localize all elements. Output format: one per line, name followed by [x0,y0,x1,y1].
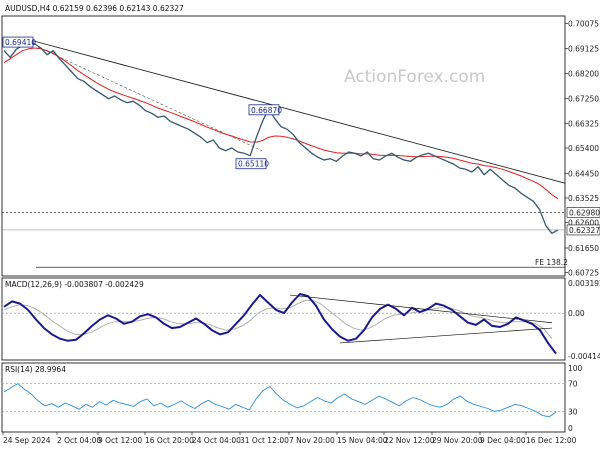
price-tick-label: 0.61650 [568,244,599,253]
price-tick-label: 0.63525 [568,194,599,203]
label-069410-box [2,36,34,48]
macd-lower-trendline [339,327,553,344]
macd-tick-label: 0.00 [568,309,585,318]
x-tick-label: 16 Dec 12:00 [526,436,577,445]
x-tick-label: 2 Oct 04:00 [57,436,101,445]
price-panel [1,15,566,277]
x-tick-label: 16 Oct 20:00 [145,436,194,445]
rsi-tick-label: 70 [568,380,578,389]
axis-label-062980: 0.62980 [569,209,600,218]
x-tick-label: 31 Oct 12:00 [240,436,289,445]
macd-title: MACD(12,26,9) -0.003807 -0.002429 [5,280,144,289]
macd-signal-line [3,299,553,340]
resistance-trendline [29,39,566,184]
rsi-line [3,383,557,418]
label-066870: 0.66870 [251,106,282,115]
chart-header: AUDUSD,H4 0.62159 0.62396 0.62143 0.6232… [5,4,184,13]
price-tick-label: 0.60725 [568,269,599,278]
rsi-title: RSI(14) 28.9964 [5,365,66,374]
label-066870-box [248,104,280,116]
price-tick-label: 0.64450 [568,169,599,178]
x-tick-label: 24 Oct 04:00 [192,436,241,445]
x-tick-label: 24 Sep 2024 [3,436,51,445]
price-tick-label: 0.69125 [568,45,599,54]
macd-upper-trendline [289,294,553,324]
macd-tick-label: -0.00414 [568,352,600,361]
label-fe-138: FE 138.2 [535,258,568,267]
axis-box-062980 [566,207,600,218]
price-line [3,40,559,234]
rsi-panel [1,362,566,433]
rsi-tick-label: 0 [568,424,573,433]
rsi-tick-label: 30 [568,407,578,416]
price-tick-label: 0.62600 [568,219,599,228]
rsi-tick-label: 100 [568,364,583,373]
label-065110: 0.65110 [238,160,269,169]
x-tick-label: 9 Dec 04:00 [480,436,526,445]
macd-tick-label: 0.003192 [568,279,600,288]
price-tick-label: 0.67250 [568,95,599,104]
price-tick-label: 0.68200 [568,69,599,78]
x-tick-label: 7 Nov 20:00 [289,436,335,445]
price-tick-label: 0.70075 [568,19,599,28]
watermark: ActionForex.com [344,67,485,87]
x-tick-label: 15 Nov 04:00 [337,436,388,445]
label-065110-box [235,158,267,170]
price-tick-label: 0.65400 [568,144,599,153]
ema-line [3,47,559,200]
price-tick-label: 0.66325 [568,119,599,128]
axis-label-current: 0.62327 [569,226,600,235]
macd-panel [1,277,566,361]
x-tick-label: 9 Oct 12:00 [98,436,142,445]
axis-box-current [566,224,600,236]
macd-line [3,293,557,355]
x-tick-label: 22 Nov 12:00 [384,436,435,445]
x-tick-label: 29 Nov 20:00 [432,436,483,445]
label-069410: 0.69410 [5,38,36,47]
